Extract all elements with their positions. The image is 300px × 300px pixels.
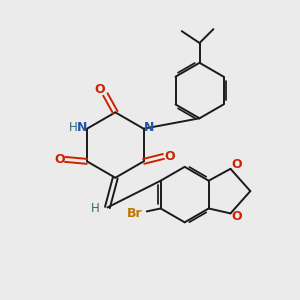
Text: H: H — [69, 121, 77, 134]
Text: O: O — [94, 83, 105, 96]
Text: O: O — [54, 153, 64, 166]
Text: Br: Br — [127, 207, 143, 220]
Text: O: O — [231, 210, 242, 223]
Text: H: H — [91, 202, 100, 215]
Text: O: O — [164, 150, 175, 163]
Text: N: N — [77, 121, 87, 134]
Text: O: O — [231, 158, 242, 171]
Text: N: N — [143, 121, 154, 134]
